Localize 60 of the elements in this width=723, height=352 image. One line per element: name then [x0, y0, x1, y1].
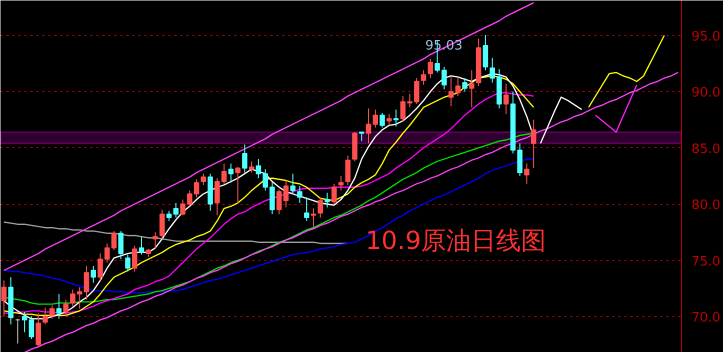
candlestick: [338, 175, 344, 192]
candlestick: [228, 163, 234, 184]
candlestick: [331, 183, 337, 205]
candlestick: [118, 230, 124, 260]
candlestick: [125, 254, 130, 272]
candlestick: [90, 265, 96, 284]
y-tick-label: 85.0: [692, 142, 720, 157]
candlestick: [448, 76, 454, 107]
candlestick: [235, 166, 240, 204]
candlestick: [324, 192, 330, 208]
y-tick-label: 90.0: [692, 86, 720, 101]
candlestick: [318, 196, 323, 218]
candlestick: [248, 160, 254, 174]
candlestick: [297, 186, 302, 204]
candlestick: [420, 70, 426, 86]
candlestick: [28, 316, 34, 340]
candlestick: [503, 83, 509, 115]
candlestick: [469, 70, 474, 108]
candlestick: [366, 108, 372, 144]
line-series: [588, 34, 665, 108]
candlestick: [36, 312, 41, 348]
candlestick: [49, 304, 55, 320]
candlestick: [166, 210, 172, 222]
candlestick: [173, 202, 179, 218]
candlestick: [132, 245, 138, 272]
candlestick: [290, 173, 296, 194]
candlestick: [138, 236, 144, 256]
candlestick: [304, 196, 310, 222]
candlestick: [530, 119, 536, 169]
candlestick: [393, 109, 399, 127]
candlestick: [310, 208, 316, 228]
candlestick: [152, 232, 158, 250]
candlestick: [84, 265, 90, 300]
line-series: [24, 72, 679, 352]
y-tick-label: 95.0: [692, 29, 720, 44]
y-tick-label: 80.0: [692, 198, 720, 214]
candlestick: [455, 76, 461, 97]
annotation: 10.9原油日线图: [366, 226, 546, 255]
candlestick: [160, 209, 165, 240]
candlestick: [22, 312, 28, 333]
candlestick: [462, 78, 468, 92]
y-tick-label: 75.0: [692, 254, 720, 270]
candlestick: [200, 173, 206, 186]
candlestick: [63, 299, 68, 318]
line-series: [540, 96, 582, 144]
candlestick: [56, 294, 62, 320]
candlestick: [482, 34, 488, 71]
candlestick: [345, 155, 351, 186]
line-series: [594, 84, 638, 133]
candlestick: [242, 144, 248, 174]
candlestick: [276, 188, 282, 215]
candlestick: [372, 109, 378, 128]
y-tick-label: 70.0: [692, 310, 720, 326]
candlestick: [380, 112, 385, 128]
candlestick: [428, 58, 434, 79]
candlestick: [386, 114, 392, 126]
candlestick: [524, 163, 530, 184]
candlestick: [42, 307, 48, 325]
candlestick: [1, 280, 7, 318]
candlestick: [283, 180, 289, 208]
